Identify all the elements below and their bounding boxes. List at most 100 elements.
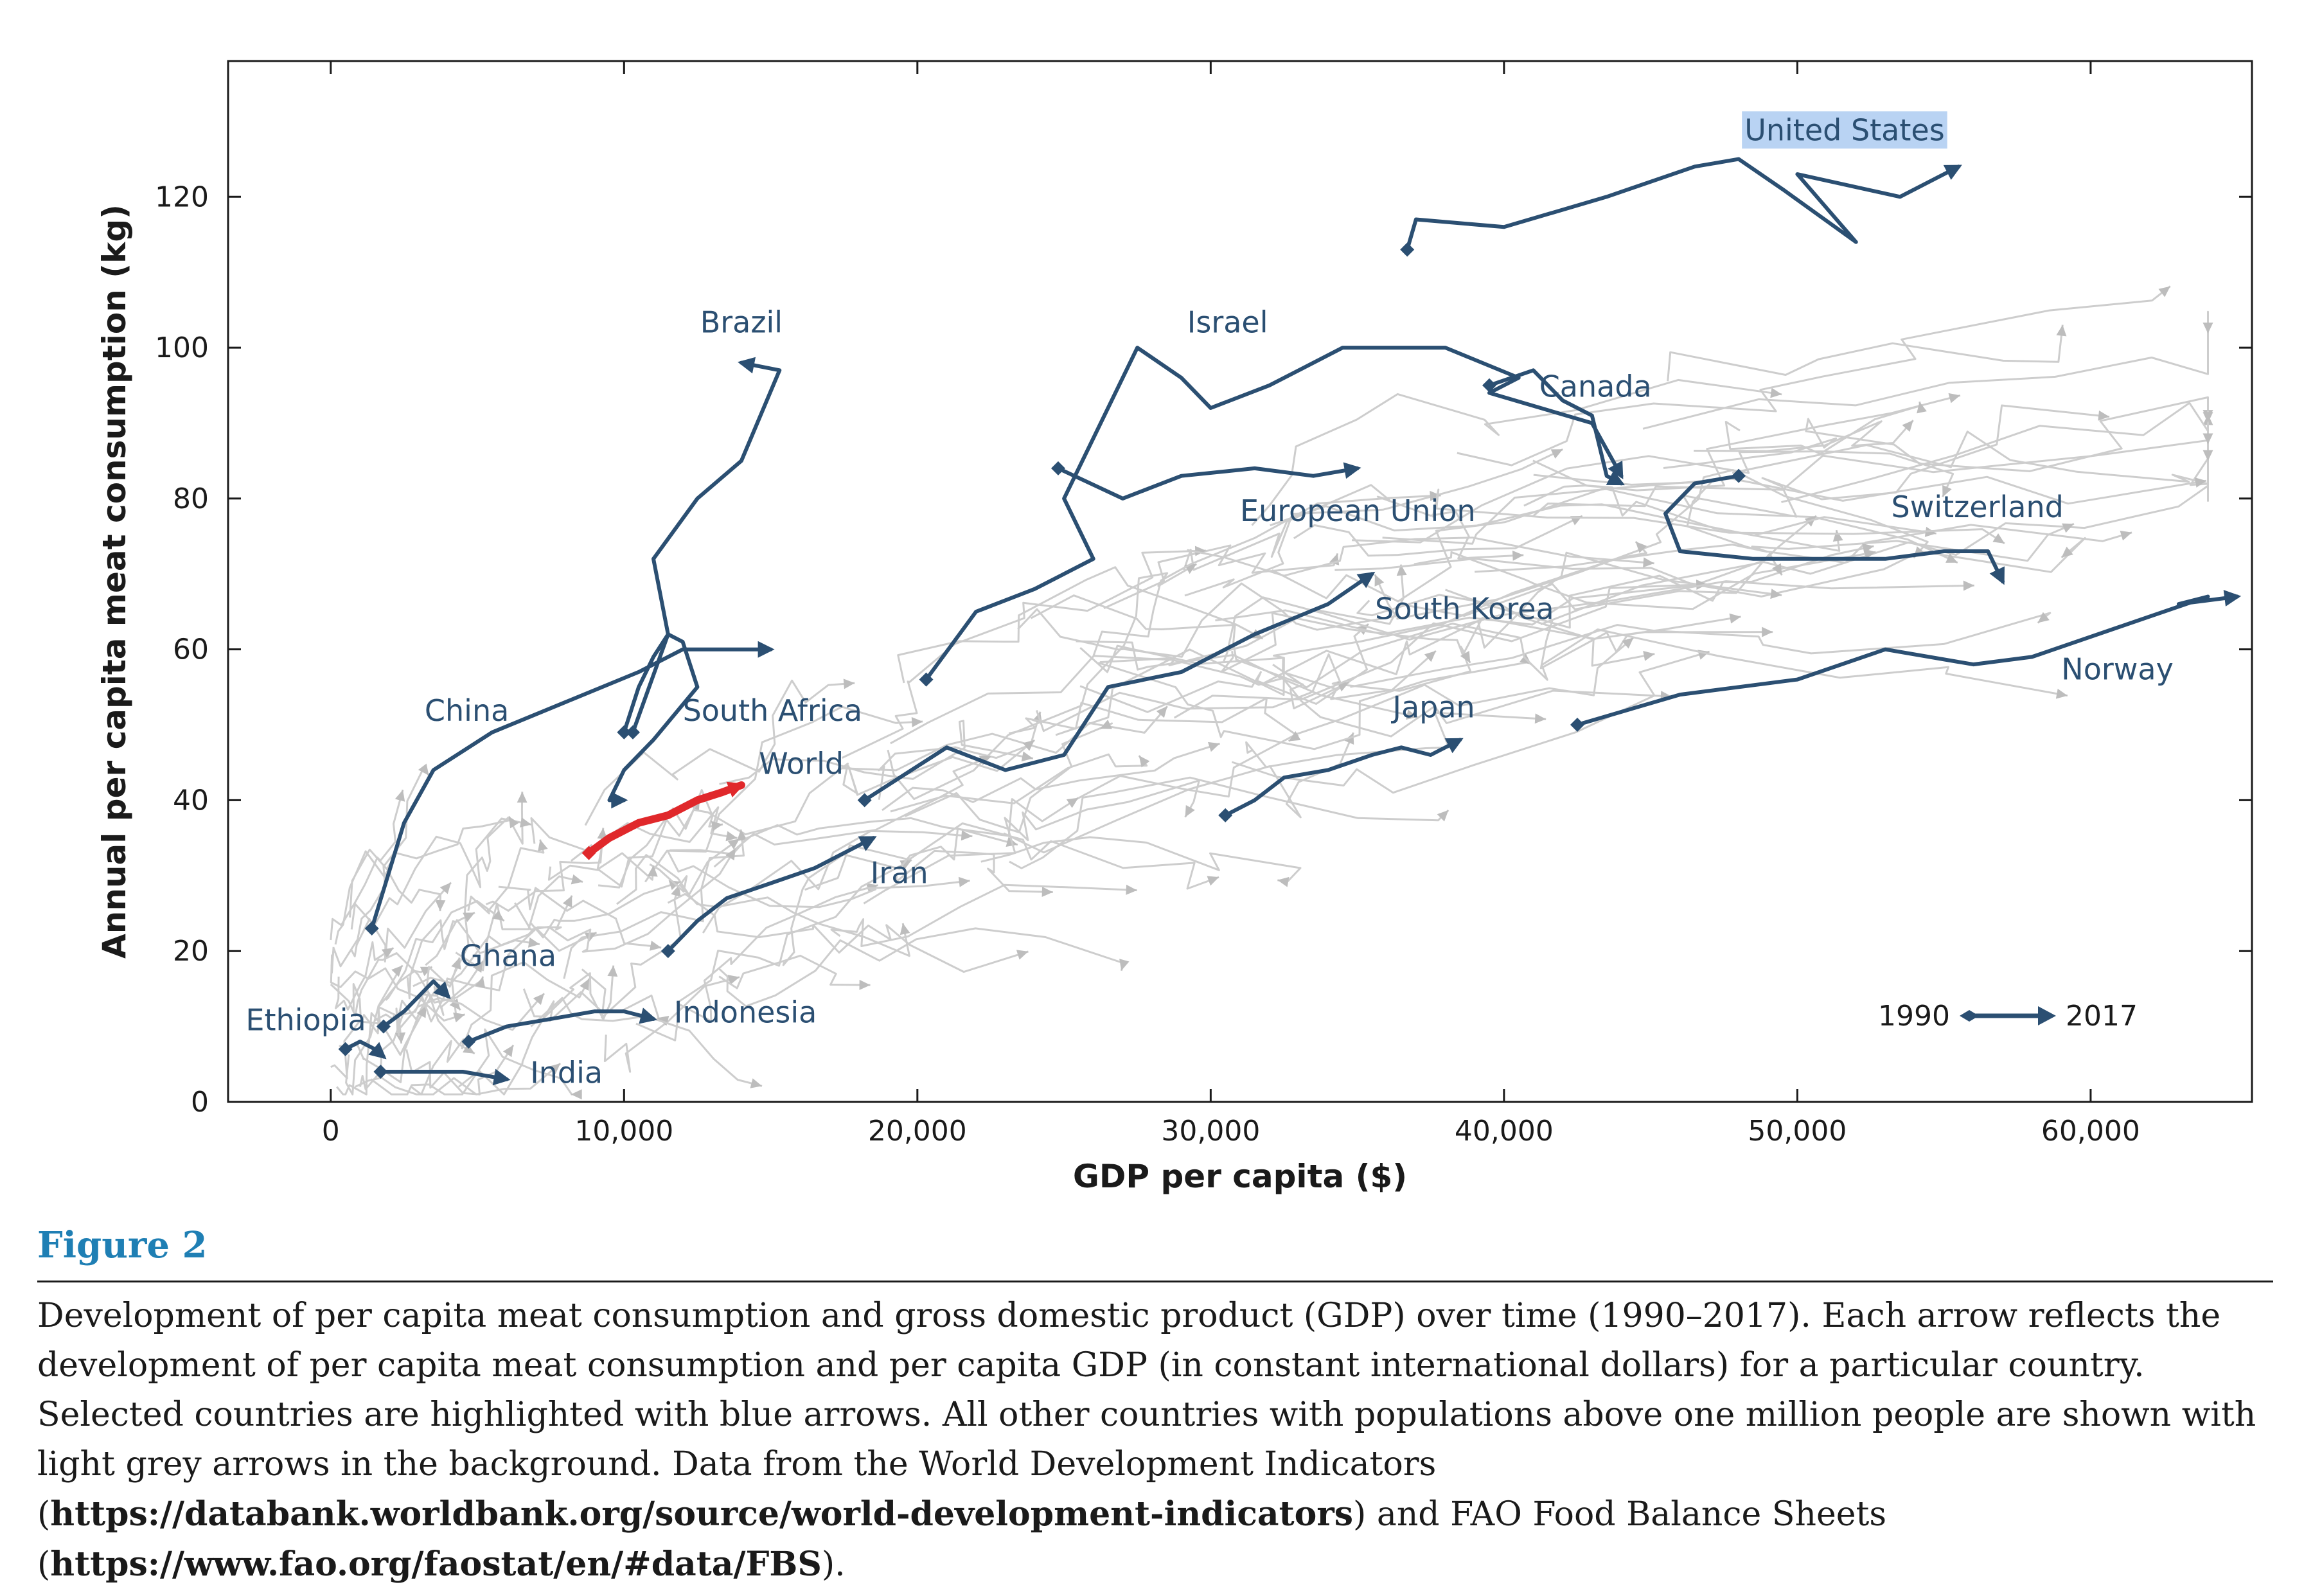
series-end-arrowhead xyxy=(1444,738,1464,754)
series-line-european-union xyxy=(1056,466,1360,501)
highlighted-series xyxy=(338,157,2242,1086)
series-line-switzerland xyxy=(1663,474,2005,583)
series-label-india: India xyxy=(530,1056,603,1090)
background-trajectory xyxy=(1540,414,2209,626)
series-start-marker xyxy=(660,944,675,959)
y-tick-label: 120 xyxy=(155,181,209,213)
background-arrowhead xyxy=(2061,546,2073,558)
series-brazil xyxy=(626,357,782,740)
background-trajectory xyxy=(1667,324,2064,382)
series-start-marker xyxy=(1570,718,1584,732)
background-arrowhead xyxy=(571,874,583,885)
series-line-south-africa xyxy=(607,632,700,802)
series-label-japan: Japan xyxy=(1390,689,1475,724)
y-tick-label: 0 xyxy=(191,1086,209,1119)
series-european-union xyxy=(1050,461,1361,501)
series-start-marker xyxy=(617,725,632,740)
legend-end-label: 2017 xyxy=(2066,1000,2138,1033)
series-china xyxy=(364,641,775,935)
x-tick-label: 10,000 xyxy=(574,1115,673,1148)
background-trajectory xyxy=(330,789,404,941)
series-japan xyxy=(1218,738,1464,822)
background-trajectory xyxy=(603,976,740,1073)
caption-link-fao[interactable]: https://www.fao.org/faostat/en/#data/FBS xyxy=(50,1545,822,1584)
series-start-marker xyxy=(373,1065,388,1079)
series-start-marker xyxy=(376,1019,391,1034)
background-trajectory xyxy=(584,679,855,826)
background-trajectory xyxy=(718,954,871,989)
background-trajectory xyxy=(1187,536,1654,577)
series-iran xyxy=(660,836,877,959)
caption-link-wdi[interactable]: https://databank.worldbank.org/source/wo… xyxy=(50,1494,1353,1534)
background-arrowhead xyxy=(395,1032,406,1044)
background-trajectory xyxy=(1030,594,1350,709)
background-arrowhead xyxy=(1862,543,1874,554)
background-trajectory xyxy=(598,789,723,889)
series-indonesia xyxy=(461,1007,657,1049)
series-end-arrowhead xyxy=(1989,566,2005,585)
series-end-arrowhead xyxy=(492,1068,511,1086)
background-arrowhead xyxy=(2056,324,2067,337)
background-trajectory xyxy=(397,992,475,1055)
series-world xyxy=(581,781,745,860)
background-arrowhead xyxy=(1430,490,1441,501)
background-arrowhead xyxy=(492,910,504,921)
background-arrowhead xyxy=(1437,810,1449,822)
background-arrowhead xyxy=(736,829,747,841)
background-trajectory xyxy=(1351,450,1954,544)
background-trajectory xyxy=(1003,732,1354,854)
background-trajectory xyxy=(1103,544,1339,610)
series-line-india xyxy=(378,1070,509,1081)
background-trajectory xyxy=(529,880,681,939)
background-arrowhead xyxy=(1022,740,1035,751)
background-arrowhead xyxy=(607,965,618,977)
background-arrowhead xyxy=(517,792,527,803)
background-trajectory xyxy=(514,847,737,953)
background-arrowhead xyxy=(668,880,681,891)
series-end-arrowhead xyxy=(1343,462,1361,479)
background-arrowhead xyxy=(1917,402,1927,414)
background-arrowhead xyxy=(2202,323,2213,334)
background-arrowhead xyxy=(2120,530,2132,541)
background-arrowhead xyxy=(647,865,658,877)
series-south-africa xyxy=(607,632,700,809)
background-arrowhead xyxy=(508,816,519,829)
background-arrowhead xyxy=(1041,887,1053,898)
series-end-arrowhead xyxy=(639,1007,657,1024)
series-end-arrowhead xyxy=(2223,590,2242,607)
background-trajectory xyxy=(1097,661,1532,750)
background-trajectory xyxy=(359,1062,562,1095)
background-trajectory xyxy=(702,829,973,934)
series-ethiopia xyxy=(338,1040,387,1060)
background-arrowhead xyxy=(416,1006,427,1018)
background-trajectory xyxy=(1055,540,1647,736)
series-label-european-union: European Union xyxy=(1240,493,1476,528)
text-selection-highlight xyxy=(1742,111,1947,149)
background-arrowhead xyxy=(727,838,740,849)
y-tick-label: 80 xyxy=(173,483,209,515)
series-line-norway xyxy=(1575,594,2240,727)
background-arrowhead xyxy=(1945,553,1958,563)
background-arrowhead xyxy=(463,1043,475,1054)
background-trajectory xyxy=(1414,551,1876,610)
background-arrowhead xyxy=(1770,589,1782,599)
background-arrowhead xyxy=(394,790,405,802)
background-trajectory xyxy=(485,828,605,912)
background-trajectory xyxy=(1092,494,1441,658)
series-line-united-states xyxy=(1405,157,1961,252)
plot-frame xyxy=(227,60,2253,1103)
series-line-israel xyxy=(924,346,1624,682)
background-trajectory xyxy=(1009,776,1449,869)
background-arrowhead xyxy=(580,979,590,991)
background-trajectory xyxy=(863,779,1200,905)
background-trajectory xyxy=(693,739,1036,836)
background-arrowhead xyxy=(562,895,572,908)
x-axis-title: GDP per capita ($) xyxy=(1073,1158,1407,1195)
series-label-ghana: Ghana xyxy=(460,939,556,973)
background-trajectory xyxy=(718,927,1125,1007)
background-trajectory xyxy=(842,549,1207,759)
background-trajectory xyxy=(1694,420,1914,452)
background-arrowhead xyxy=(1832,530,1843,542)
background-arrowhead xyxy=(519,817,532,828)
legend-start-label: 1990 xyxy=(1878,1000,1950,1033)
